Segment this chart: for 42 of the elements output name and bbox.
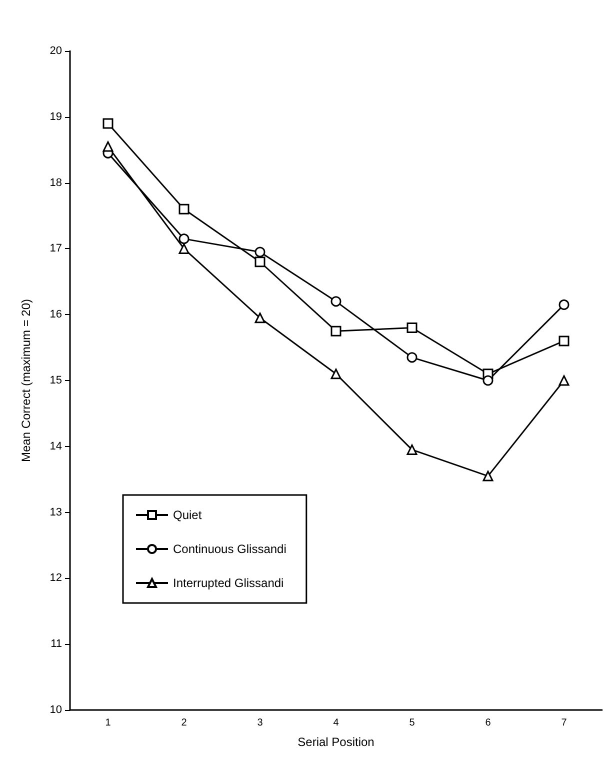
point xyxy=(254,256,266,268)
y-tick-label: 12 xyxy=(50,572,62,584)
y-axis-title: Mean Correct (maximum = 20) xyxy=(19,298,33,462)
y-tick-label: 15 xyxy=(50,374,62,386)
point xyxy=(406,322,418,334)
point xyxy=(254,246,266,258)
point xyxy=(178,243,190,254)
point xyxy=(330,326,342,336)
point xyxy=(482,470,494,482)
y-tick-label: 16 xyxy=(50,308,62,321)
y-tick-label: 13 xyxy=(50,506,62,518)
y-tick-label: 14 xyxy=(50,440,62,452)
point xyxy=(330,368,342,380)
point xyxy=(482,375,494,386)
point xyxy=(406,352,418,363)
legend-label: Continuous Glissandi xyxy=(173,542,286,556)
y-tick-label: 11 xyxy=(50,638,62,650)
x-axis-title: Serial Position xyxy=(298,735,374,749)
y-tick-label: 19 xyxy=(50,110,62,123)
x-tick-label: 7 xyxy=(561,718,568,728)
x-tick-label: 1 xyxy=(105,718,112,728)
y-tick-label: 10 xyxy=(50,704,62,716)
y-tick-label: 18 xyxy=(50,176,62,189)
y-tick-label: 17 xyxy=(50,242,62,255)
legend-label: Interrupted Glissandi xyxy=(173,576,284,590)
legend-label: Quiet xyxy=(173,508,202,522)
point xyxy=(558,299,570,310)
x-tick-label: 6 xyxy=(485,718,492,728)
point xyxy=(406,444,418,455)
point xyxy=(102,118,114,129)
point xyxy=(102,141,114,152)
x-tick-label: 2 xyxy=(181,718,188,728)
x-tick-label: 5 xyxy=(409,718,416,728)
point xyxy=(178,234,190,244)
x-tick-label: 4 xyxy=(333,718,340,728)
point xyxy=(558,336,570,346)
x-tick-label: 3 xyxy=(257,718,264,728)
point xyxy=(178,204,190,214)
point xyxy=(330,296,342,307)
y-tick-label: 20 xyxy=(50,45,62,57)
point xyxy=(558,375,570,386)
point xyxy=(254,312,266,324)
